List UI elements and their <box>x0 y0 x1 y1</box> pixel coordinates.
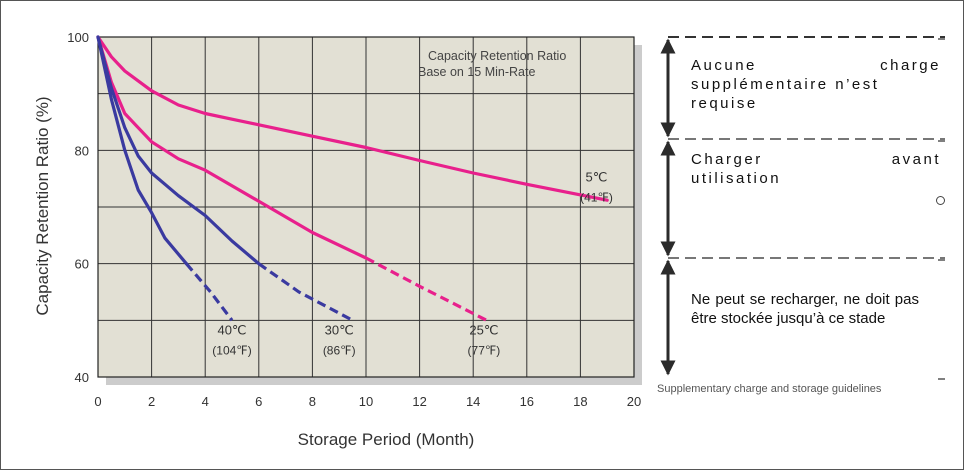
x-axis-title: Storage Period (Month) <box>298 430 475 449</box>
x-tick-label: 18 <box>573 394 587 409</box>
y-axis-title: Capacity Retention Ratio (%) <box>33 96 52 315</box>
series-line-solid <box>96 35 609 202</box>
x-ticks: 0 2 4 6 8 10 12 14 16 18 20 <box>94 394 641 409</box>
zone-caption: Supplementary charge and storage guideli… <box>657 383 882 395</box>
zone-no-charge-label: Aucune charge supplémentaire n’est requis… <box>691 56 941 113</box>
curve-labels: 5℃ (41℉) 25℃ (77℉) 30℃ (86℉) 40℃ (104℉) <box>212 170 613 358</box>
x-tick-label: 14 <box>466 394 480 409</box>
zones <box>660 36 945 380</box>
series-label-temp-c: 25℃ <box>469 323 498 338</box>
x-tick-label: 4 <box>202 394 209 409</box>
series-line-dashed <box>365 256 488 322</box>
series-label-temp-c: 30℃ <box>325 323 354 338</box>
x-tick-label: 12 <box>412 394 426 409</box>
zone1-word-2: charge <box>880 57 941 74</box>
x-tick-label: 0 <box>94 394 101 409</box>
x-tick-label: 6 <box>255 394 262 409</box>
plot-border <box>97 36 635 378</box>
series-label-temp-f: (41℉) <box>580 191 613 205</box>
series-line-solid <box>96 35 368 260</box>
zone2-word-1: Charger <box>691 151 763 168</box>
zone-no-recharge-label: Ne peut se recharger, ne doit pas être s… <box>691 291 919 327</box>
curves <box>96 35 609 322</box>
series-line-solid <box>96 35 188 266</box>
series-line-dashed <box>257 262 354 322</box>
annotation-line-1: Capacity Retention Ratio <box>428 49 566 63</box>
x-tick-label: 16 <box>520 394 534 409</box>
annotation-line-2: Base on 15 Min-Rate <box>418 65 535 79</box>
x-tick-label: 10 <box>359 394 373 409</box>
y-tick-label: 80 <box>75 143 89 158</box>
zone1-word-1: Aucune <box>691 57 757 74</box>
zone1-line-2: supplémentaire n’est <box>691 76 880 93</box>
series-line-solid <box>96 35 261 266</box>
series-label-temp-f: (104℉) <box>212 344 251 358</box>
y-ticks: 40 60 80 100 <box>67 30 89 385</box>
zone1-line-3: requise <box>691 95 758 112</box>
series-label-temp-c: 5℃ <box>586 170 608 185</box>
zone2-line-2: utilisation <box>691 170 782 187</box>
zone-charge-before-use-label: Charger avant utilisation <box>691 150 941 188</box>
x-tick-label: 20 <box>627 394 641 409</box>
series-label-temp-f: (77℉) <box>468 344 501 358</box>
x-tick-label: 8 <box>309 394 316 409</box>
y-tick-label: 100 <box>67 30 89 45</box>
series-label-temp-c: 40℃ <box>217 323 246 338</box>
zone2-word-2: avant <box>891 151 941 168</box>
y-tick-label: 40 <box>75 370 89 385</box>
small-circle-mark <box>936 196 945 205</box>
series-label-temp-f: (86℉) <box>323 344 356 358</box>
y-tick-label: 60 <box>75 257 89 272</box>
x-tick-label: 2 <box>148 394 155 409</box>
series-line-dashed <box>185 262 234 322</box>
